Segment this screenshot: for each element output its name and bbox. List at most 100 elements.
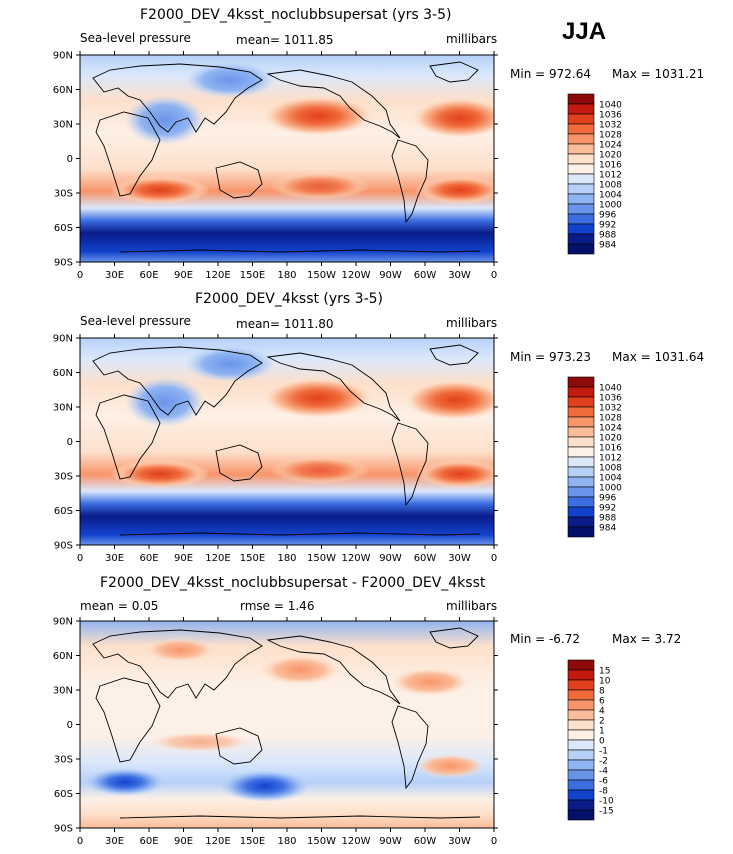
colorbar-box [567, 426, 595, 438]
coastline-path [215, 727, 263, 765]
colorbar-box [567, 396, 595, 408]
coastline-path [266, 635, 401, 705]
colorbar-box [567, 183, 595, 195]
lon-tick-label: 90W [379, 836, 402, 847]
lon-tick-label: 150E [240, 270, 265, 281]
colorbar-box [567, 799, 595, 811]
lon-tick-label: 60W [414, 553, 437, 564]
coastline-path [92, 629, 263, 699]
lon-tick-label: 120E [205, 553, 230, 564]
lon-tick-label: 60E [139, 553, 158, 564]
lon-tick-label: 0 [491, 270, 497, 281]
lat-tick-label: 0 [67, 154, 73, 165]
colorbar-label: -8 [599, 787, 608, 797]
lat-tick-label: 60N [53, 651, 73, 662]
lon-tick-label: 150W [307, 836, 336, 847]
lon-tick-label: 0 [77, 270, 83, 281]
panel3-max-label: Max = 3.72 [612, 632, 682, 646]
colorbar-box [567, 729, 595, 741]
colorbar-label: 996 [599, 211, 616, 221]
coastline-path [95, 394, 161, 480]
colorbar-label: 1004 [599, 474, 622, 484]
colorbar-box [567, 486, 595, 498]
lon-tick-label: 60W [414, 836, 437, 847]
colorbar-label: 1040 [599, 101, 622, 111]
colorbar-box [567, 809, 595, 821]
lon-tick-label: 60W [414, 270, 437, 281]
coastline-path [119, 249, 481, 253]
coastline-path [92, 346, 263, 416]
colorbar-label: 1008 [599, 181, 622, 191]
colorbar-label: 1000 [599, 201, 622, 211]
lon-tick-label: 120E [205, 270, 230, 281]
lon-tick-label: 150W [307, 553, 336, 564]
colorbar-box [567, 659, 595, 671]
colorbar-label: 1032 [599, 404, 622, 414]
panel2-min-label: Min = 973.23 [510, 350, 591, 364]
lon-tick-label: 30E [105, 836, 124, 847]
coastline-path [119, 532, 481, 536]
lat-tick-label: 90N [53, 51, 73, 62]
lon-tick-label: 120W [342, 553, 371, 564]
lon-tick-label: 90W [379, 270, 402, 281]
colorbar-label: 1028 [599, 131, 622, 141]
colorbar-box [567, 769, 595, 781]
colorbar-label: 8 [599, 687, 605, 697]
panel3-rmse-label: rmse = 1.46 [240, 599, 315, 613]
colorbar-label: 1016 [599, 444, 622, 454]
lon-tick-label: 120E [205, 836, 230, 847]
colorbar-box [567, 689, 595, 701]
panel3-units-label: millibars [446, 599, 498, 613]
lon-tick-label: 180 [277, 270, 296, 281]
panel2-title: F2000_DEV_4ksst (yrs 3-5) [195, 291, 384, 307]
lat-tick-label: 60S [54, 789, 73, 800]
colorbar-label: 10 [599, 677, 611, 687]
season-label: JJA [562, 18, 607, 45]
lon-tick-label: 30W [448, 836, 471, 847]
colorbar-box [567, 526, 595, 538]
colorbar-box [567, 173, 595, 185]
coastline-path [429, 344, 479, 366]
lat-tick-label: 30N [53, 686, 73, 697]
lat-tick-label: 0 [67, 437, 73, 448]
colorbar-box [567, 759, 595, 771]
colorbar-label: 1004 [599, 191, 622, 201]
colorbar-box [567, 123, 595, 135]
colorbar-box [567, 789, 595, 801]
panel2-variable-label: Sea-level pressure [80, 314, 191, 328]
colorbar-label: 1020 [599, 151, 622, 161]
colorbar-label: -15 [599, 807, 614, 817]
colorbar-label: 984 [599, 524, 616, 534]
panel1-title: F2000_DEV_4ksst_noclubbsupersat (yrs 3-5… [140, 7, 452, 23]
lon-tick-label: 30E [105, 553, 124, 564]
colorbar-label: 1036 [599, 394, 622, 404]
colorbar-box [567, 416, 595, 428]
lon-tick-label: 0 [491, 836, 497, 847]
colorbar-box [567, 679, 595, 691]
lon-tick-label: 150E [240, 836, 265, 847]
lat-tick-label: 60S [54, 223, 73, 234]
panel3-map [80, 621, 494, 828]
lon-tick-label: 0 [491, 553, 497, 564]
lat-tick-label: 30S [54, 472, 73, 483]
lat-tick-label: 90S [54, 258, 73, 269]
panel2-units-label: millibars [446, 316, 498, 330]
coastline-path [215, 444, 263, 482]
lat-tick-label: 60N [53, 85, 73, 96]
colorbar-label: 1012 [599, 171, 622, 181]
colorbar-label: -2 [599, 757, 608, 767]
lat-tick-label: 90S [54, 541, 73, 552]
lat-tick-label: 30S [54, 189, 73, 200]
colorbar-label: 1032 [599, 121, 622, 131]
lat-tick-label: 90N [53, 334, 73, 345]
lon-tick-label: 0 [77, 836, 83, 847]
colorbar-box [567, 516, 595, 528]
panel1-max-label: Max = 1031.21 [612, 67, 705, 81]
colorbar-box [567, 193, 595, 205]
colorbar-box [567, 103, 595, 115]
colorbar-label: -4 [599, 767, 608, 777]
panel3-min-label: Min = -6.72 [510, 632, 581, 646]
colorbar-label: 2 [599, 717, 605, 727]
panel1-mean-label: mean= 1011.85 [236, 33, 334, 47]
